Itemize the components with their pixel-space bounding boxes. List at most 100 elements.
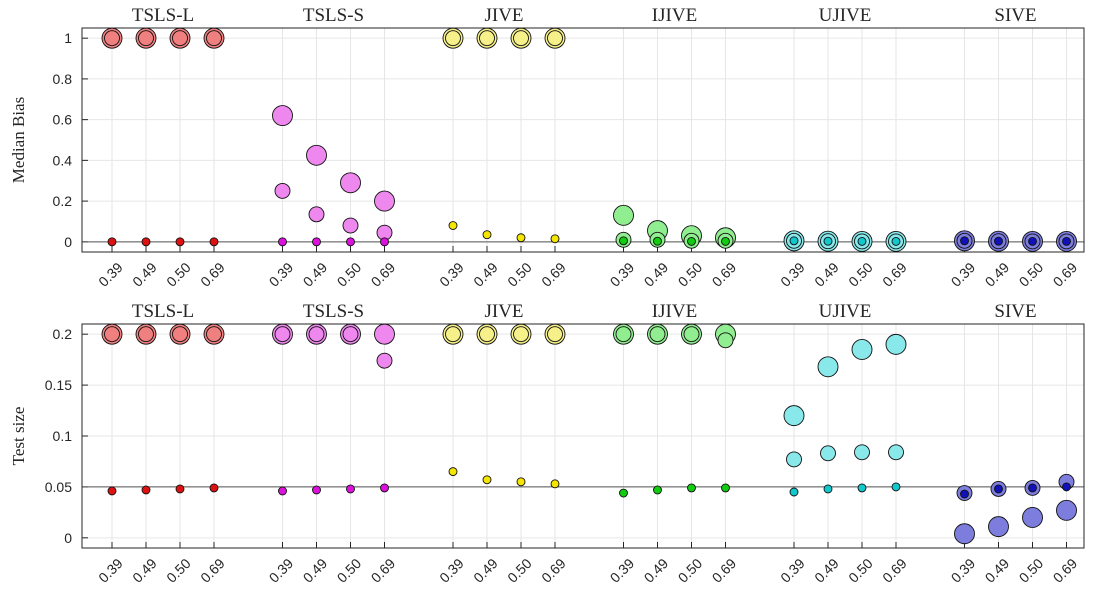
data-point-tsls-s <box>380 483 389 493</box>
data-point-jive <box>547 30 563 47</box>
data-point-ujive <box>891 482 901 492</box>
data-point-ijive <box>717 332 734 349</box>
data-point-tsls-s <box>274 326 291 343</box>
data-point-ujive <box>857 483 867 493</box>
y-axis-label: Median Bias <box>9 97 28 183</box>
x-tick-label: 0.49 <box>641 555 672 586</box>
data-point-ujive <box>820 445 836 462</box>
x-tick-label: 0.49 <box>129 259 160 290</box>
x-tick-label: 0.39 <box>266 259 297 290</box>
y-tick-label: 0.4 <box>53 152 73 168</box>
x-tick-label: 0.39 <box>948 259 979 290</box>
x-tick-label: 0.49 <box>129 555 160 586</box>
x-tick-label: 0.50 <box>504 555 535 586</box>
data-point-ujive <box>817 356 839 378</box>
data-point-tsls-s <box>342 326 359 343</box>
data-point-jive <box>479 326 495 343</box>
y-tick-label: 0.1 <box>53 428 73 444</box>
data-point-sive <box>960 236 969 246</box>
data-point-tsls-s <box>374 190 395 212</box>
data-point-tsls-s <box>308 326 325 343</box>
x-tick-label: 0.49 <box>300 555 331 586</box>
x-tick-label: 0.50 <box>334 555 365 586</box>
y-tick-label: 0.8 <box>53 71 73 87</box>
data-point-tsls-s <box>312 485 321 495</box>
data-point-tsls-l <box>175 484 185 494</box>
data-point-sive <box>994 236 1003 246</box>
data-point-ijive <box>653 485 662 495</box>
data-point-ijive <box>613 204 634 226</box>
x-tick-label: 0.49 <box>470 555 501 586</box>
data-point-sive <box>1062 236 1071 246</box>
x-tick-label: 0.50 <box>1016 555 1047 586</box>
data-point-tsls-s <box>278 486 287 496</box>
x-tick-label: 0.50 <box>845 259 876 290</box>
data-point-jive <box>448 221 458 230</box>
y-tick-label: 0.6 <box>53 112 73 128</box>
x-tick-label: 0.69 <box>538 555 569 586</box>
x-tick-label: 0.50 <box>163 555 194 586</box>
data-point-tsls-s <box>346 237 355 247</box>
x-tick-label: 0.69 <box>1050 259 1081 290</box>
data-point-jive <box>445 30 461 47</box>
group-title-ujive: UJIVE <box>819 301 872 322</box>
x-tick-label: 0.50 <box>334 259 365 290</box>
data-point-ijive <box>687 236 696 246</box>
group-title-sive: SIVE <box>994 5 1036 26</box>
x-tick-label: 0.50 <box>163 259 194 290</box>
data-point-tsls-l <box>141 237 151 247</box>
x-tick-label: 0.39 <box>777 555 808 586</box>
data-point-tsls-s <box>374 323 395 345</box>
group-title-ijive: IJIVE <box>652 5 697 26</box>
x-tick-label: 0.49 <box>811 259 842 290</box>
data-point-tsls-l <box>104 326 120 343</box>
y-tick-label: 0 <box>64 530 72 546</box>
data-point-ujive <box>854 444 870 461</box>
group-title-jive: JIVE <box>484 5 523 26</box>
x-tick-label: 0.69 <box>368 555 399 586</box>
data-point-jive <box>448 467 458 477</box>
x-tick-label: 0.49 <box>641 259 672 290</box>
data-point-ujive <box>786 451 802 468</box>
x-tick-label: 0.49 <box>811 555 842 586</box>
data-point-tsls-l <box>209 237 219 247</box>
data-point-tsls-l <box>209 483 219 493</box>
data-point-tsls-l <box>107 486 117 496</box>
data-point-ujive <box>891 236 901 246</box>
data-point-ijive <box>619 488 628 498</box>
data-point-jive <box>550 479 560 489</box>
data-point-ujive <box>823 484 833 494</box>
data-point-ijive <box>687 483 696 493</box>
x-tick-label: 0.69 <box>368 259 399 290</box>
data-point-ujive <box>851 339 873 360</box>
plot-area <box>82 28 1084 252</box>
y-tick-label: 0.15 <box>45 377 72 393</box>
data-point-ijive <box>649 326 666 343</box>
data-point-sive <box>1022 507 1043 528</box>
data-point-jive <box>479 30 495 47</box>
data-point-ijive <box>615 326 632 343</box>
axes-box <box>81 323 1085 549</box>
data-point-jive <box>482 230 492 240</box>
x-tick-label: 0.69 <box>709 259 740 290</box>
x-tick-label: 0.50 <box>504 259 535 290</box>
data-point-tsls-l <box>104 30 120 47</box>
x-tick-label: 0.69 <box>879 259 910 290</box>
y-tick-label: 0.05 <box>45 479 72 495</box>
data-point-jive <box>482 475 492 485</box>
data-point-tsls-l <box>107 237 117 247</box>
data-point-tsls-l <box>141 485 151 495</box>
y-tick-label: 1 <box>64 30 72 46</box>
data-point-ijive <box>721 236 730 246</box>
group-title-sive: SIVE <box>994 301 1036 322</box>
data-point-tsls-l <box>172 326 188 343</box>
data-point-ujive <box>789 236 799 246</box>
data-point-tsls-s <box>376 352 393 369</box>
group-title-tsls-s: TSLS-S <box>303 5 364 26</box>
data-point-sive <box>1062 482 1071 492</box>
x-tick-label: 0.69 <box>1050 555 1081 586</box>
x-tick-label: 0.39 <box>607 555 638 586</box>
data-point-jive <box>513 326 529 343</box>
group-title-tsls-l: TSLS-L <box>132 5 194 26</box>
